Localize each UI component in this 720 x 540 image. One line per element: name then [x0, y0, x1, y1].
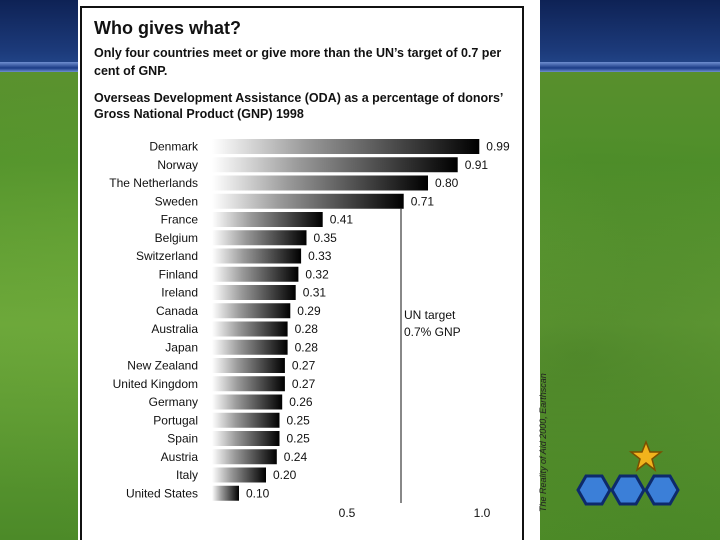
- value-label: 0.24: [284, 450, 308, 464]
- category-label: Portugal: [153, 413, 198, 427]
- value-label: 0.31: [303, 286, 327, 300]
- bar: [212, 467, 266, 483]
- category-label: Sweden: [155, 194, 198, 208]
- bar: [212, 376, 285, 392]
- value-label: 0.10: [246, 486, 270, 500]
- un-target-label: UN target: [404, 308, 456, 322]
- bar: [212, 212, 323, 227]
- value-label: 0.20: [273, 468, 297, 482]
- category-label: Belgium: [155, 231, 198, 245]
- value-label: 0.35: [314, 231, 338, 245]
- value-label: 0.27: [292, 359, 316, 373]
- chart-title: Overseas Development Assistance (ODA) as…: [94, 91, 503, 121]
- category-label: Austria: [161, 450, 199, 464]
- bar: [212, 193, 404, 209]
- category-label: Italy: [176, 468, 198, 482]
- bar: [212, 175, 428, 191]
- page-subtitle: Only four countries meet or give more th…: [94, 46, 502, 78]
- value-label: 0.80: [435, 176, 459, 190]
- bar: [212, 285, 296, 300]
- hexagon-icon: [576, 474, 680, 506]
- category-label: Finland: [159, 267, 198, 281]
- slide-logo: [576, 439, 680, 506]
- category-label: France: [161, 213, 199, 227]
- category-label: United States: [126, 486, 198, 500]
- bar: [212, 394, 283, 410]
- bar: [212, 485, 239, 501]
- page-title: Who gives what?: [94, 18, 242, 38]
- category-label: Switzerland: [136, 249, 198, 263]
- value-label: 0.91: [465, 158, 489, 172]
- bar: [212, 412, 280, 428]
- bar: [212, 248, 302, 264]
- category-label: United Kingdom: [113, 377, 198, 391]
- category-label: Ireland: [161, 286, 198, 300]
- category-label: New Zealand: [127, 359, 198, 373]
- value-label: 0.28: [295, 322, 319, 336]
- category-label: Denmark: [149, 140, 199, 154]
- bar: [212, 449, 277, 465]
- category-label: The Netherlands: [109, 176, 198, 190]
- x-tick-label: 1.0: [474, 506, 491, 520]
- value-label: 0.32: [305, 267, 329, 281]
- bar: [212, 230, 307, 246]
- bar: [212, 339, 288, 355]
- value-label: 0.26: [289, 395, 313, 409]
- value-label: 0.33: [308, 249, 332, 263]
- bar: [212, 157, 458, 173]
- bar: [212, 139, 480, 154]
- value-label: 0.71: [411, 194, 435, 208]
- document-frame: [80, 6, 524, 540]
- un-target-label: 0.7% GNP: [404, 325, 461, 339]
- value-label: 0.25: [287, 413, 311, 427]
- bar: [212, 321, 288, 337]
- category-label: Japan: [165, 340, 198, 354]
- source-credit: The Reality of Aid 2000, Earthscan: [538, 373, 548, 512]
- value-label: 0.99: [486, 140, 510, 154]
- bar: [212, 303, 291, 319]
- value-label: 0.29: [297, 304, 321, 318]
- category-label: Spain: [167, 432, 198, 446]
- document-page: [78, 0, 540, 540]
- bar: [212, 431, 280, 446]
- category-label: Germany: [149, 395, 198, 409]
- value-label: 0.25: [287, 432, 311, 446]
- value-label: 0.28: [295, 340, 319, 354]
- star-icon: [628, 439, 664, 472]
- value-label: 0.41: [330, 213, 354, 227]
- category-label: Norway: [157, 158, 198, 172]
- category-label: Canada: [156, 304, 198, 318]
- category-label: Australia: [151, 322, 198, 336]
- bar: [212, 358, 285, 373]
- bar: [212, 266, 299, 282]
- value-label: 0.27: [292, 377, 316, 391]
- x-tick-label: 0.5: [339, 506, 356, 520]
